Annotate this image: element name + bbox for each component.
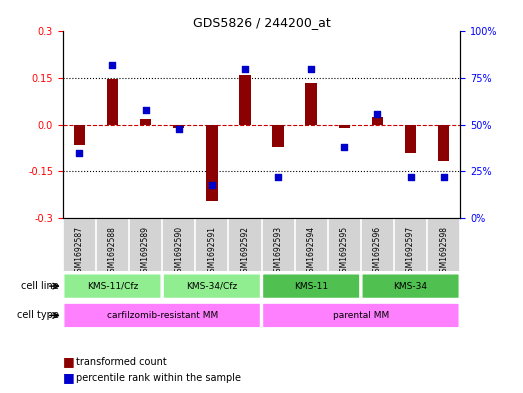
Bar	[372, 117, 383, 125]
Point	[406, 174, 415, 180]
FancyBboxPatch shape	[64, 303, 260, 328]
Text: transformed count: transformed count	[76, 358, 167, 367]
Text: GSM1692587: GSM1692587	[75, 226, 84, 277]
Point	[108, 62, 117, 68]
FancyBboxPatch shape	[64, 274, 161, 298]
Text: GSM1692590: GSM1692590	[174, 226, 183, 277]
Text: cell type: cell type	[17, 310, 59, 320]
Point	[439, 174, 448, 180]
Text: GSM1692596: GSM1692596	[373, 226, 382, 277]
Text: GSM1692595: GSM1692595	[340, 226, 349, 277]
Point	[141, 107, 150, 113]
Text: ■: ■	[63, 356, 74, 369]
Text: GSM1692598: GSM1692598	[439, 226, 448, 277]
Bar	[405, 125, 416, 153]
Text: GSM1692589: GSM1692589	[141, 226, 150, 277]
Point	[274, 174, 282, 180]
Bar	[107, 79, 118, 125]
FancyBboxPatch shape	[163, 274, 260, 298]
Text: parental MM: parental MM	[333, 311, 389, 320]
Text: KMS-34: KMS-34	[393, 282, 428, 290]
Point	[208, 182, 216, 188]
Text: carfilzomib-resistant MM: carfilzomib-resistant MM	[107, 311, 218, 320]
Text: GSM1692597: GSM1692597	[406, 226, 415, 277]
Text: KMS-11/Cfz: KMS-11/Cfz	[87, 282, 138, 290]
FancyBboxPatch shape	[362, 274, 459, 298]
Bar	[239, 75, 251, 125]
FancyBboxPatch shape	[263, 303, 459, 328]
Text: GSM1692588: GSM1692588	[108, 226, 117, 277]
Title: GDS5826 / 244200_at: GDS5826 / 244200_at	[192, 16, 331, 29]
Bar	[438, 125, 449, 161]
FancyBboxPatch shape	[263, 274, 360, 298]
Point	[175, 125, 183, 132]
Point	[75, 150, 84, 156]
Bar	[206, 125, 218, 201]
Text: KMS-34/Cfz: KMS-34/Cfz	[186, 282, 237, 290]
Bar	[140, 119, 151, 125]
Bar	[305, 83, 317, 125]
Text: percentile rank within the sample: percentile rank within the sample	[76, 373, 241, 383]
Text: GSM1692593: GSM1692593	[274, 226, 282, 277]
Point	[241, 66, 249, 72]
Bar	[74, 125, 85, 145]
Text: ■: ■	[63, 371, 74, 384]
Bar	[173, 125, 185, 128]
Text: GSM1692594: GSM1692594	[306, 226, 316, 277]
Point	[340, 144, 348, 150]
Text: GSM1692592: GSM1692592	[241, 226, 249, 277]
Point	[373, 110, 382, 117]
Text: GSM1692591: GSM1692591	[207, 226, 217, 277]
Bar	[338, 125, 350, 128]
Text: KMS-11: KMS-11	[294, 282, 328, 290]
Text: cell line: cell line	[21, 281, 59, 291]
Point	[307, 66, 315, 72]
Bar	[272, 125, 284, 147]
